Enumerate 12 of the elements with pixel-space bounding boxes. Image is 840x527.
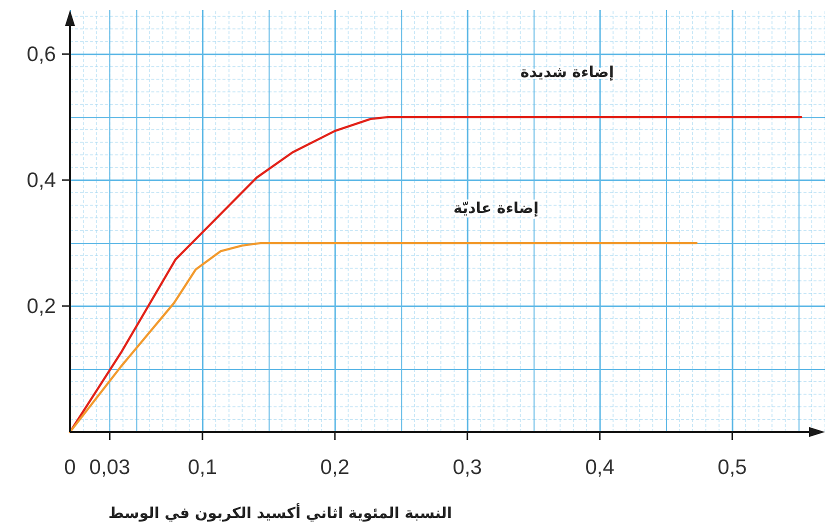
x-tick-label: 0,3 xyxy=(452,456,482,479)
y-tick-label: 0,2 xyxy=(26,295,56,318)
y-tick-label: 0,4 xyxy=(26,169,56,192)
x-tick-label: 0,03 xyxy=(89,456,130,479)
x-axis-title: النسبة المئوية اثاني أكسيد الكربون في الوسط xyxy=(108,503,452,522)
x-tick-label: 0 xyxy=(64,456,76,479)
x-tick-label: 0,5 xyxy=(718,456,747,479)
x-tick-label: 0,1 xyxy=(188,456,218,479)
y-tick-label: 0,6 xyxy=(26,43,56,66)
x-tick-label: 0,2 xyxy=(320,456,350,479)
x-tick-label: 0,4 xyxy=(585,456,615,479)
line-series xyxy=(68,242,698,434)
